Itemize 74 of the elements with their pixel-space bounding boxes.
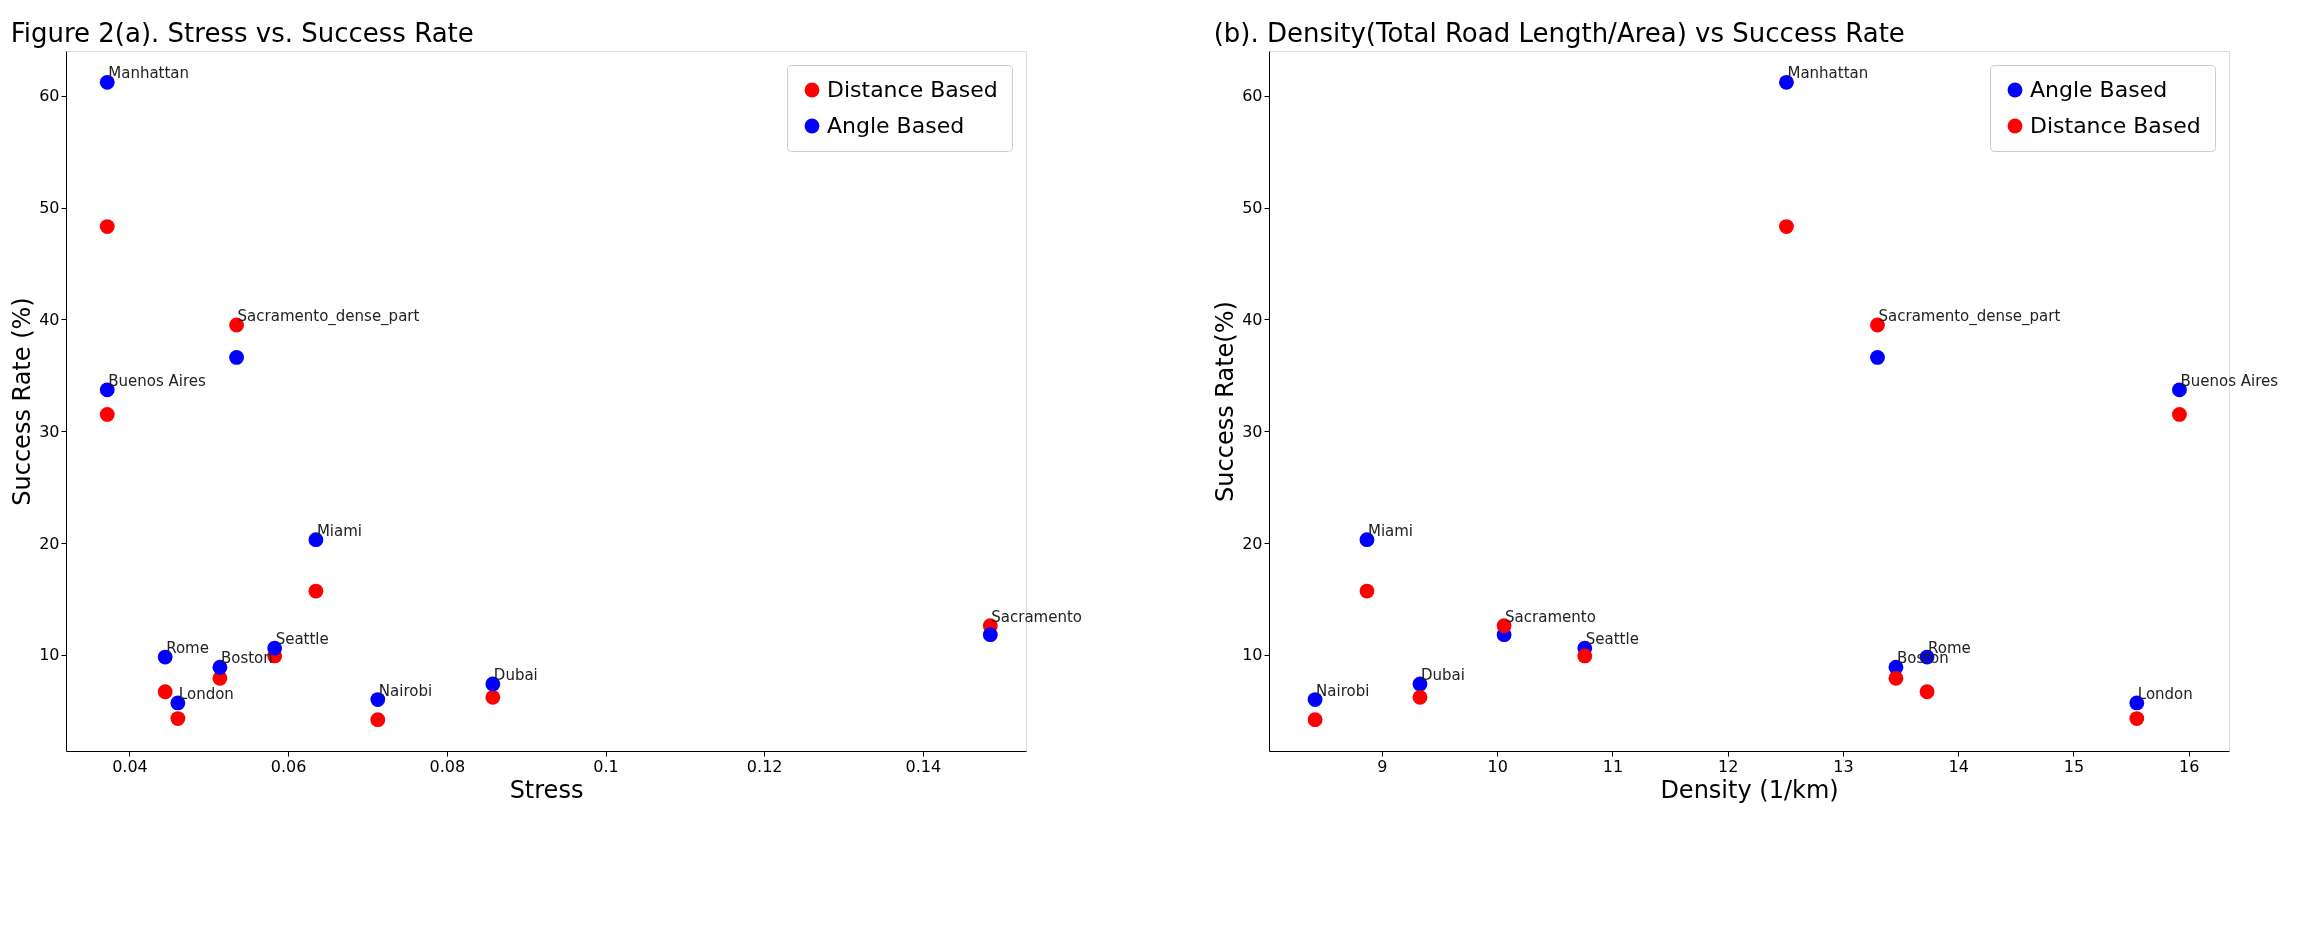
x-tick-label: 0.1 — [593, 756, 619, 776]
point — [982, 627, 998, 643]
annotation: Sacramento — [1505, 607, 1596, 626]
annotation: Dubai — [1420, 665, 1465, 684]
x-tick-label: 15 — [2063, 756, 2085, 776]
x-tick-label: 11 — [1602, 756, 1624, 776]
legend-label: Distance Based — [827, 77, 998, 102]
x-tick-label: 12 — [1718, 756, 1739, 776]
chart-title: (b). Density(Total Road Length/Area) vs Success Rate — [1213, 18, 1905, 48]
annotation: Sacramento_dense_part — [1878, 306, 2061, 326]
point — [2129, 711, 2145, 726]
x-tick-label: 0.14 — [905, 756, 942, 776]
y-axis-title: Success Rate (%) — [8, 297, 37, 506]
annotation: London — [2137, 684, 2193, 703]
point — [485, 689, 501, 705]
point — [1307, 712, 1323, 728]
annotation: Dubai — [493, 665, 538, 684]
y-tick-label: 50 — [39, 198, 60, 218]
annotation: Sacramento_dense_part — [237, 306, 420, 326]
y-tick-label: 10 — [39, 645, 60, 665]
x-tick-label: 0.08 — [429, 756, 466, 776]
y-tick-label: 10 — [1242, 645, 1263, 665]
x-tick-label: 16 — [2178, 756, 2200, 776]
annotation: Nairobi — [378, 681, 433, 700]
x-tick-label: 10 — [1487, 756, 1508, 776]
point — [99, 219, 115, 234]
annotation: Sacramento — [991, 607, 1083, 626]
x-axis-title: Density (1/km) — [1660, 775, 1839, 804]
y-tick-label: 60 — [39, 86, 60, 106]
x-tick-label: 14 — [1948, 756, 1969, 776]
x-tick-label: 13 — [1833, 756, 1854, 776]
y-tick-label: 40 — [39, 309, 60, 329]
y-tick-label: 30 — [1242, 421, 1263, 441]
point — [1412, 689, 1428, 705]
point — [308, 583, 324, 599]
annotation: Manhattan — [1787, 64, 1869, 83]
x-tick-label: 9 — [1377, 756, 1388, 776]
annotation: Seattle — [1585, 630, 1639, 649]
annotation: Seattle — [275, 630, 329, 649]
point — [370, 712, 386, 728]
y-tick-label: 40 — [1242, 309, 1263, 329]
annotation: Miami — [316, 521, 363, 540]
point — [1779, 219, 1794, 234]
x-tick-label: 0.12 — [746, 756, 783, 776]
chart-title: Figure 2(a). Stress vs. Success Rate — [10, 18, 474, 48]
point — [157, 684, 173, 700]
annotation: Buenos Aires — [2180, 371, 2279, 390]
y-tick-label: 60 — [1242, 86, 1263, 106]
x-tick-label: 0.04 — [112, 756, 148, 776]
annotation: London — [178, 684, 234, 703]
point — [170, 711, 186, 726]
point — [1359, 583, 1375, 599]
annotation: Nairobi — [1316, 681, 1370, 700]
y-axis-title: Success Rate(%) — [1211, 301, 1240, 502]
point — [99, 407, 115, 422]
point — [1870, 349, 1885, 365]
annotation: Manhattan — [108, 64, 190, 83]
y-tick-label: 20 — [39, 533, 60, 553]
point — [1888, 670, 1904, 686]
annotation: Buenos Aires — [108, 371, 207, 390]
y-tick-label: 30 — [39, 421, 60, 441]
annotation: Miami — [1367, 521, 1414, 540]
y-tick-label: 50 — [1242, 198, 1263, 218]
point — [229, 349, 244, 365]
x-axis-title: Stress — [509, 775, 584, 804]
y-tick-label: 20 — [1242, 533, 1263, 553]
point — [1919, 684, 1935, 700]
legend-label: Distance Based — [2030, 113, 2201, 138]
point — [2172, 407, 2187, 422]
annotation: Rome — [166, 639, 209, 658]
legend-label: Angle Based — [2030, 77, 2168, 102]
x-tick-label: 0.06 — [270, 756, 307, 776]
point — [1577, 648, 1593, 664]
legend-label: Angle Based — [827, 113, 965, 138]
